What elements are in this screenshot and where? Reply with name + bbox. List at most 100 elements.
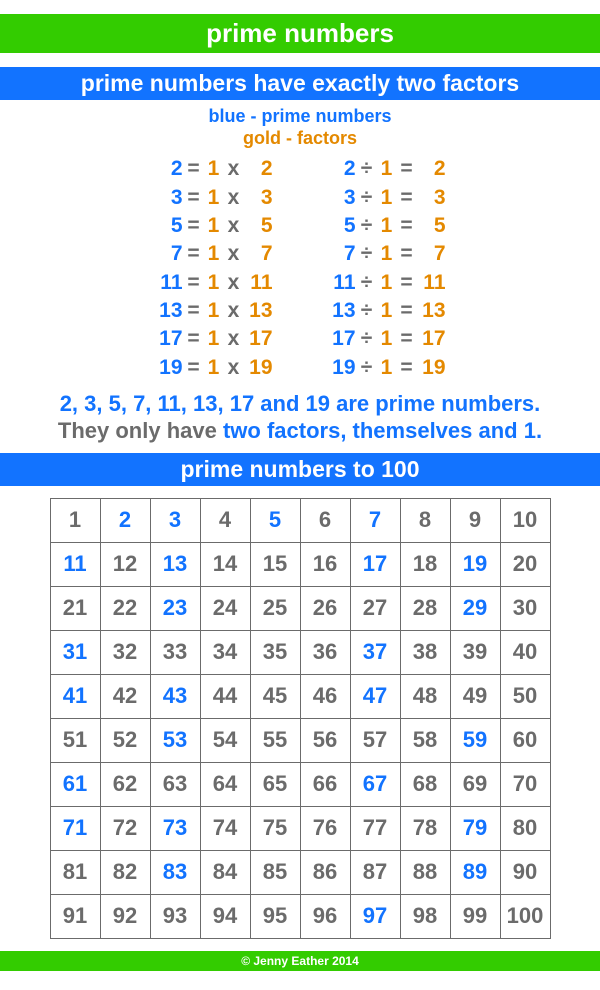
grid-cell: 61 bbox=[50, 762, 100, 806]
grid-cell: 55 bbox=[250, 718, 300, 762]
grid-cell: 66 bbox=[300, 762, 350, 806]
equation-row: 5÷1=5 bbox=[328, 212, 446, 240]
grid-cell: 83 bbox=[150, 850, 200, 894]
table-row: 31323334353637383940 bbox=[50, 630, 550, 674]
grid-cell: 32 bbox=[100, 630, 150, 674]
grid-cell: 97 bbox=[350, 894, 400, 938]
grid-cell: 35 bbox=[250, 630, 300, 674]
grid-cell: 29 bbox=[450, 586, 500, 630]
grid-cell: 71 bbox=[50, 806, 100, 850]
grid-cell: 52 bbox=[100, 718, 150, 762]
equation-row: 5=1x5 bbox=[155, 212, 273, 240]
grid-cell: 51 bbox=[50, 718, 100, 762]
table-row: 51525354555657585960 bbox=[50, 718, 550, 762]
grid-cell: 30 bbox=[500, 586, 550, 630]
grid-cell: 60 bbox=[500, 718, 550, 762]
legend-blue-text: - prime numbers bbox=[245, 106, 391, 126]
grid-cell: 21 bbox=[50, 586, 100, 630]
grid-cell: 53 bbox=[150, 718, 200, 762]
grid-cell: 10 bbox=[500, 498, 550, 542]
equation-row: 13÷1=13 bbox=[328, 297, 446, 325]
equations-divide-column: 2÷1=23÷1=35÷1=57÷1=711÷1=1113÷1=1317÷1=1… bbox=[328, 155, 446, 382]
grid-cell: 81 bbox=[50, 850, 100, 894]
grid-cell: 45 bbox=[250, 674, 300, 718]
grid-cell: 3 bbox=[150, 498, 200, 542]
grid-cell: 6 bbox=[300, 498, 350, 542]
grid-cell: 56 bbox=[300, 718, 350, 762]
grid-cell: 26 bbox=[300, 586, 350, 630]
summary-line2b: two factors, themselves and 1. bbox=[223, 418, 542, 443]
equation-row: 13=1x13 bbox=[155, 297, 273, 325]
equation-row: 17÷1=17 bbox=[328, 325, 446, 353]
grid-cell: 74 bbox=[200, 806, 250, 850]
grid-cell: 18 bbox=[400, 542, 450, 586]
grid-cell: 8 bbox=[400, 498, 450, 542]
equations-multiply-column: 2=1x23=1x35=1x57=1x711=1x1113=1x1317=1x1… bbox=[155, 155, 273, 382]
grid-cell: 76 bbox=[300, 806, 350, 850]
table-row: 81828384858687888990 bbox=[50, 850, 550, 894]
grid-cell: 39 bbox=[450, 630, 500, 674]
table-row: 61626364656667686970 bbox=[50, 762, 550, 806]
grid-cell: 72 bbox=[100, 806, 150, 850]
grid-cell: 50 bbox=[500, 674, 550, 718]
grid-cell: 12 bbox=[100, 542, 150, 586]
grid-cell: 100 bbox=[500, 894, 550, 938]
grid-cell: 13 bbox=[150, 542, 200, 586]
grid-cell: 2 bbox=[100, 498, 150, 542]
grid-cell: 46 bbox=[300, 674, 350, 718]
grid-cell: 14 bbox=[200, 542, 250, 586]
grid-cell: 41 bbox=[50, 674, 100, 718]
legend-gold-text: - factors bbox=[281, 128, 357, 148]
grid-cell: 20 bbox=[500, 542, 550, 586]
grid-cell: 96 bbox=[300, 894, 350, 938]
equation-row: 19÷1=19 bbox=[328, 354, 446, 382]
grid-cell: 33 bbox=[150, 630, 200, 674]
grid-cell: 93 bbox=[150, 894, 200, 938]
grid-cell: 44 bbox=[200, 674, 250, 718]
grid-cell: 86 bbox=[300, 850, 350, 894]
equation-row: 11÷1=11 bbox=[328, 269, 446, 297]
grid-cell: 88 bbox=[400, 850, 450, 894]
grid-cell: 58 bbox=[400, 718, 450, 762]
equation-row: 11=1x11 bbox=[155, 269, 273, 297]
equation-row: 19=1x19 bbox=[155, 354, 273, 382]
grid-cell: 11 bbox=[50, 542, 100, 586]
grid-cell: 19 bbox=[450, 542, 500, 586]
equations-block: 2=1x23=1x35=1x57=1x711=1x1113=1x1317=1x1… bbox=[0, 155, 600, 382]
summary-line1: 2, 3, 5, 7, 11, 13, 17 and 19 are prime … bbox=[60, 391, 541, 416]
grid-cell: 84 bbox=[200, 850, 250, 894]
grid-cell: 92 bbox=[100, 894, 150, 938]
equation-row: 7=1x7 bbox=[155, 240, 273, 268]
grid-cell: 37 bbox=[350, 630, 400, 674]
equation-row: 7÷1=7 bbox=[328, 240, 446, 268]
number-grid: 1234567891011121314151617181920212223242… bbox=[50, 498, 551, 939]
grid-cell: 9 bbox=[450, 498, 500, 542]
footer-banner: © Jenny Eather 2014 bbox=[0, 951, 600, 971]
grid-title-banner: prime numbers to 100 bbox=[0, 453, 600, 486]
summary-text: 2, 3, 5, 7, 11, 13, 17 and 19 are prime … bbox=[0, 390, 600, 445]
summary-line2a: They only have bbox=[58, 418, 223, 443]
grid-cell: 47 bbox=[350, 674, 400, 718]
grid-cell: 57 bbox=[350, 718, 400, 762]
equation-row: 2÷1=2 bbox=[328, 155, 446, 183]
table-row: 12345678910 bbox=[50, 498, 550, 542]
grid-cell: 65 bbox=[250, 762, 300, 806]
subtitle-banner: prime numbers have exactly two factors bbox=[0, 67, 600, 100]
grid-cell: 36 bbox=[300, 630, 350, 674]
title-banner: prime numbers bbox=[0, 14, 600, 53]
legend-gold-label: gold bbox=[243, 128, 281, 148]
grid-cell: 5 bbox=[250, 498, 300, 542]
grid-cell: 69 bbox=[450, 762, 500, 806]
grid-cell: 99 bbox=[450, 894, 500, 938]
grid-cell: 31 bbox=[50, 630, 100, 674]
grid-cell: 91 bbox=[50, 894, 100, 938]
grid-cell: 38 bbox=[400, 630, 450, 674]
grid-cell: 64 bbox=[200, 762, 250, 806]
table-row: 71727374757677787980 bbox=[50, 806, 550, 850]
grid-cell: 95 bbox=[250, 894, 300, 938]
grid-cell: 22 bbox=[100, 586, 150, 630]
grid-cell: 68 bbox=[400, 762, 450, 806]
grid-cell: 70 bbox=[500, 762, 550, 806]
grid-cell: 15 bbox=[250, 542, 300, 586]
equation-row: 3=1x3 bbox=[155, 184, 273, 212]
